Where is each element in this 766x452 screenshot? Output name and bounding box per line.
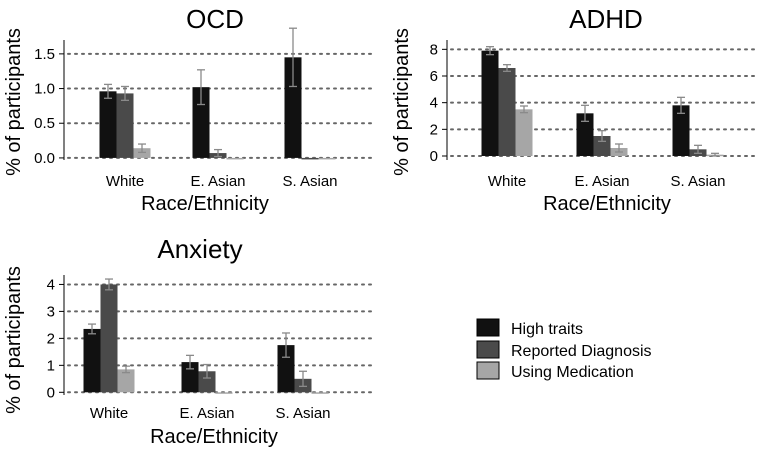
xtick-label-ocd-s-asian: S. Asian — [282, 173, 337, 190]
xtick-label-ocd-e-asian: E. Asian — [190, 173, 245, 190]
errorbar-adhd-s-asian-reported-diagnosis — [694, 144, 702, 154]
errorbar-adhd-white-high-traits — [486, 46, 494, 56]
title-adhd: ADHD — [569, 4, 643, 34]
ytick-label-anxiety-3: 3 — [47, 303, 55, 320]
panel-ocd: OCD % of participants Race/Ethnicity 0.0… — [3, 4, 375, 215]
errorbar-anxiety-white-reported-diagnosis — [105, 278, 113, 291]
bar-adhd-e-asian-reported-diagnosis — [593, 136, 611, 156]
legend: High traits Reported Diagnosis Using Med… — [476, 318, 652, 381]
xtick-label-anxiety-white: White — [90, 405, 128, 422]
ytick-label-ocd-3: 1.5 — [34, 46, 55, 63]
errorbar-adhd-e-asian-high-traits — [581, 104, 589, 122]
errorbar-ocd-e-asian-high-traits — [197, 69, 205, 106]
bar-adhd-white-using-medication — [515, 109, 533, 156]
bar-anxiety-white-using-medication — [117, 369, 135, 393]
legend-label-using-medication: Using Medication — [511, 364, 634, 381]
errorbar-ocd-s-asian-high-traits — [289, 27, 297, 88]
yticks-ocd: 0.0 0.5 1.0 1.5 — [34, 46, 64, 167]
ytick-label-adhd-0: 0 — [430, 148, 438, 165]
xtick-label-adhd-s-asian: S. Asian — [670, 173, 725, 190]
xtick-label-adhd-e-asian: E. Asian — [574, 173, 629, 190]
bar-ocd-white-high-traits — [99, 91, 117, 158]
bar-ocd-s-asian-high-traits — [284, 57, 302, 158]
bar-ocd-e-asian-high-traits — [192, 87, 210, 158]
bars-adhd — [481, 46, 724, 157]
bar-ocd-s-asian-reported-diagnosis — [301, 157, 319, 160]
errorbar-anxiety-s-asian-reported-diagnosis — [299, 370, 307, 388]
yticks-adhd: 0 2 4 6 8 — [430, 41, 447, 165]
grid-anxiety — [67, 283, 375, 394]
ytick-label-ocd-0: 0.0 — [34, 150, 55, 167]
bar-adhd-white-reported-diagnosis — [498, 68, 516, 156]
bar-anxiety-e-asian-reported-diagnosis — [198, 371, 216, 393]
errorbar-ocd-white-high-traits — [104, 83, 112, 99]
ytick-label-ocd-1: 0.5 — [34, 115, 55, 132]
errorbar-adhd-e-asian-using-medication — [615, 143, 623, 153]
bars-ocd — [99, 27, 336, 160]
errorbar-adhd-white-using-medication — [520, 105, 528, 114]
ytick-label-anxiety-1: 1 — [47, 357, 55, 374]
ytick-label-adhd-4: 8 — [430, 41, 438, 58]
bar-anxiety-white-high-traits — [83, 328, 101, 393]
ylabel-anxiety: % of participants — [3, 266, 25, 414]
errorbar-ocd-white-using-medication — [138, 143, 146, 154]
errorbar-adhd-s-asian-high-traits — [677, 96, 685, 114]
errorbar-anxiety-e-asian-reported-diagnosis — [203, 363, 211, 379]
xlabel-anxiety: Race/Ethnicity — [150, 426, 278, 448]
xticks-anxiety: White E. Asian S. Asian — [90, 405, 331, 422]
xtick-label-adhd-white: White — [488, 173, 526, 190]
xticks-ocd: White E. Asian S. Asian — [106, 173, 338, 190]
ytick-label-adhd-3: 6 — [430, 68, 438, 85]
ytick-label-ocd-2: 1.0 — [34, 81, 55, 98]
xtick-label-anxiety-s-asian: S. Asian — [275, 405, 330, 422]
legend-swatch-reported-diagnosis — [476, 340, 500, 359]
ytick-label-anxiety-4: 4 — [47, 276, 55, 293]
errorbar-ocd-white-reported-diagnosis — [121, 85, 129, 101]
errorbar-adhd-s-asian-using-medication — [711, 152, 719, 157]
bars-anxiety — [83, 278, 329, 394]
legend-label-high-traits: High traits — [511, 321, 583, 338]
ytick-label-anxiety-0: 0 — [47, 384, 55, 401]
bar-adhd-white-high-traits — [481, 50, 499, 156]
bar-adhd-e-asian-high-traits — [576, 113, 594, 156]
legend-label-reported-diagnosis: Reported Diagnosis — [511, 343, 652, 360]
ytick-label-anxiety-2: 2 — [47, 330, 55, 347]
bar-anxiety-e-asian-using-medication — [215, 392, 233, 394]
xlabel-adhd: Race/Ethnicity — [543, 193, 671, 215]
bar-anxiety-s-asian-using-medication — [311, 392, 329, 394]
errorbar-ocd-e-asian-reported-diagnosis — [214, 148, 222, 158]
bar-ocd-e-asian-using-medication — [226, 157, 244, 160]
errorbar-adhd-e-asian-reported-diagnosis — [598, 130, 606, 142]
ytick-label-adhd-2: 4 — [430, 95, 438, 112]
ytick-label-adhd-1: 2 — [430, 121, 438, 138]
errorbar-anxiety-white-using-medication — [122, 365, 130, 374]
xlabel-ocd: Race/Ethnicity — [141, 193, 269, 215]
yticks-anxiety: 0 1 2 3 4 — [47, 276, 64, 401]
bar-adhd-s-asian-high-traits — [672, 105, 690, 156]
legend-swatch-using-medication — [476, 361, 500, 380]
bar-ocd-s-asian-using-medication — [318, 157, 336, 160]
panel-anxiety: Anxiety % of participants Race/Ethnicity… — [3, 234, 375, 448]
bar-anxiety-s-asian-high-traits — [277, 345, 295, 393]
ylabel-ocd: % of participants — [3, 28, 25, 176]
panel-adhd: ADHD % of participants Race/Ethnicity 0 2… — [391, 4, 758, 215]
errorbar-anxiety-s-asian-high-traits — [282, 332, 290, 358]
xtick-label-anxiety-e-asian: E. Asian — [179, 405, 234, 422]
title-ocd: OCD — [186, 4, 244, 34]
bar-ocd-white-reported-diagnosis — [116, 93, 134, 158]
ylabel-adhd: % of participants — [391, 28, 413, 176]
errorbar-anxiety-e-asian-high-traits — [186, 354, 194, 370]
xtick-label-ocd-white: White — [106, 173, 144, 190]
bar-anxiety-white-reported-diagnosis — [100, 284, 118, 393]
bar-anxiety-e-asian-high-traits — [181, 362, 199, 393]
title-anxiety: Anxiety — [157, 234, 242, 264]
errorbar-adhd-white-reported-diagnosis — [503, 64, 511, 72]
legend-swatch-high-traits — [476, 318, 500, 337]
bar-ocd-white-using-medication — [133, 148, 151, 158]
xticks-adhd: White E. Asian S. Asian — [488, 173, 726, 190]
errorbar-anxiety-white-high-traits — [88, 323, 96, 335]
